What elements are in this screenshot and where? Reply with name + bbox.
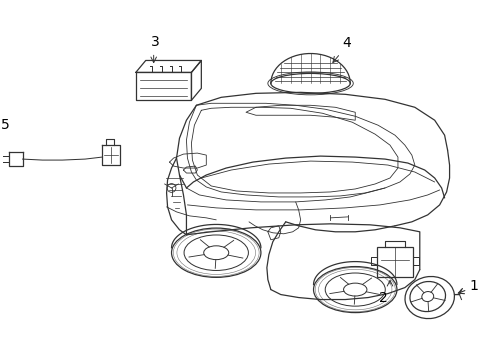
Text: 3: 3	[151, 35, 160, 49]
Text: 4: 4	[342, 36, 350, 50]
Text: 2: 2	[378, 291, 386, 305]
Text: 5: 5	[1, 118, 10, 132]
Text: 1: 1	[468, 279, 477, 293]
